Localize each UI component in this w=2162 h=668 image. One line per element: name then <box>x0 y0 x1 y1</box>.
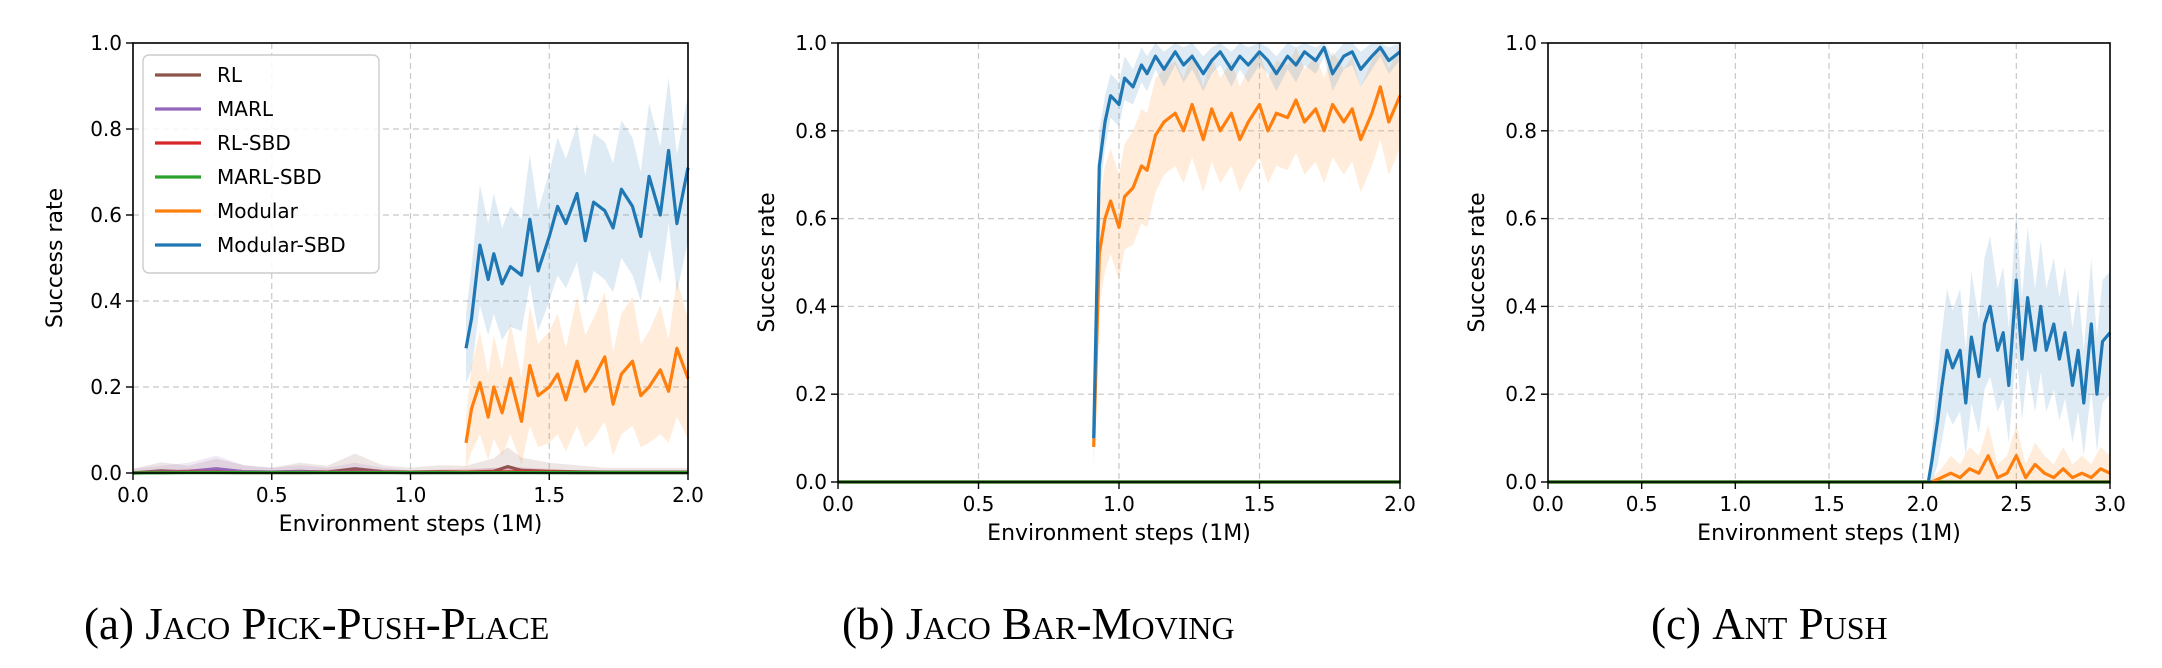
y-tick-label: 0.0 <box>1505 470 1537 494</box>
y-tick-label: 0.8 <box>90 117 122 141</box>
chart-panel-a: 0.0 0.5 1.0 1.5 2.0 0.0 0.2 0.4 0.6 0.8 1.0 Environ… <box>43 31 704 537</box>
x-tick-label: 3.0 <box>2094 492 2126 516</box>
y-tick-label: 0.6 <box>795 207 827 231</box>
caption-c: (c) Ant Push <box>1651 598 1888 650</box>
y-tick-label: 0.4 <box>795 294 827 318</box>
caption-c-prefix: (c) <box>1651 599 1713 649</box>
x-tick-label: 1.5 <box>1244 492 1276 516</box>
x-tick-label: 1.5 <box>533 483 565 507</box>
x-tick-label: 1.5 <box>1813 492 1845 516</box>
x-tick-label: 2.0 <box>672 483 704 507</box>
caption-a-prefix: (a) <box>84 599 146 649</box>
x-tick-label: 2.0 <box>1384 492 1416 516</box>
series-band-modular <box>1932 424 2110 482</box>
x-tick-label: 2.5 <box>2000 492 2032 516</box>
y-tick-label: 1.0 <box>795 31 827 55</box>
y-tick-label: 1.0 <box>1505 31 1537 55</box>
y-tick-label: 0.2 <box>1505 382 1537 406</box>
series-line-modular-sbd <box>464 148 690 349</box>
y-tick-label: 0.4 <box>1505 294 1537 318</box>
x-tick-label: 0.0 <box>117 483 149 507</box>
series-band-marl <box>133 455 688 473</box>
legend-label-rl-sbd: RL-SBD <box>217 131 291 155</box>
x-axis-label: Environment steps (1M) <box>987 521 1251 546</box>
caption-c-title: Ant Push <box>1712 599 1888 649</box>
x-axis-label: Environment steps (1M) <box>1697 521 1961 546</box>
chart-panel-b: 0.0 0.5 1.0 1.5 2.0 0.0 0.2 0.4 0.6 0.8 1.0 Environ… <box>755 31 1416 546</box>
y-tick-label: 0.6 <box>90 203 122 227</box>
caption-a-title: Jaco Pick-Push-Place <box>145 599 550 649</box>
x-tick-label: 1.0 <box>395 483 427 507</box>
y-tick-label: 0.6 <box>1505 207 1537 231</box>
series-band-modular <box>1093 43 1400 469</box>
series-line-modular <box>1092 85 1402 447</box>
y-axis-label: Success rate <box>755 192 780 332</box>
y-tick-label: 0.8 <box>1505 119 1537 143</box>
legend: RL MARL RL-SBD MARL-SBD Modular Modular-SBD <box>142 54 380 274</box>
series-band-rl <box>133 447 688 473</box>
x-tick-label: 0.0 <box>1532 492 1564 516</box>
series-line-modular-sbd <box>1926 278 2112 483</box>
y-tick-label: 1.0 <box>90 31 122 55</box>
series-line-modular <box>1931 454 2111 484</box>
series-line-modular <box>464 346 690 444</box>
caption-b: (b) Jaco Bar-Moving <box>842 598 1235 650</box>
x-tick-label: 2.0 <box>1907 492 1939 516</box>
x-tick-label: 0.5 <box>1626 492 1658 516</box>
chart-panel-c: 0.0 0.5 1.0 1.5 2.0 2.5 3.0 0.0 0.2 0.4 0.6 0.8 1.0 E… <box>1465 31 2126 546</box>
y-tick-label: 0.4 <box>90 289 122 313</box>
legend-label-marl-sbd: MARL-SBD <box>217 165 322 189</box>
caption-b-prefix: (b) <box>842 599 906 649</box>
caption-a: (a) Jaco Pick-Push-Place <box>84 598 549 650</box>
caption-b-title: Jaco Bar-Moving <box>905 599 1235 649</box>
y-tick-label: 0.0 <box>90 461 122 485</box>
legend-box <box>142 54 380 274</box>
legend-label-modular-sbd: Modular-SBD <box>217 233 346 257</box>
series-line-modular-sbd <box>1092 45 1401 439</box>
y-tick-label: 0.2 <box>795 382 827 406</box>
x-tick-label: 1.0 <box>1719 492 1751 516</box>
x-tick-label: 1.0 <box>1103 492 1135 516</box>
series-band-modular-sbd <box>1928 209 2110 483</box>
x-axis-label: Environment steps (1M) <box>279 512 543 537</box>
x-tick-label: 0.0 <box>822 492 854 516</box>
legend-label-marl: MARL <box>217 97 274 121</box>
legend-label-rl: RL <box>217 63 243 87</box>
y-axis-label: Success rate <box>1465 192 1490 332</box>
series-band-modular-sbd <box>466 77 688 383</box>
y-tick-label: 0.2 <box>90 375 122 399</box>
x-tick-label: 0.5 <box>256 483 288 507</box>
y-axis-label: Success rate <box>43 188 68 328</box>
y-tick-label: 0.8 <box>795 119 827 143</box>
x-tick-label: 0.5 <box>963 492 995 516</box>
y-tick-label: 0.0 <box>795 470 827 494</box>
legend-label-modular: Modular <box>217 199 299 223</box>
